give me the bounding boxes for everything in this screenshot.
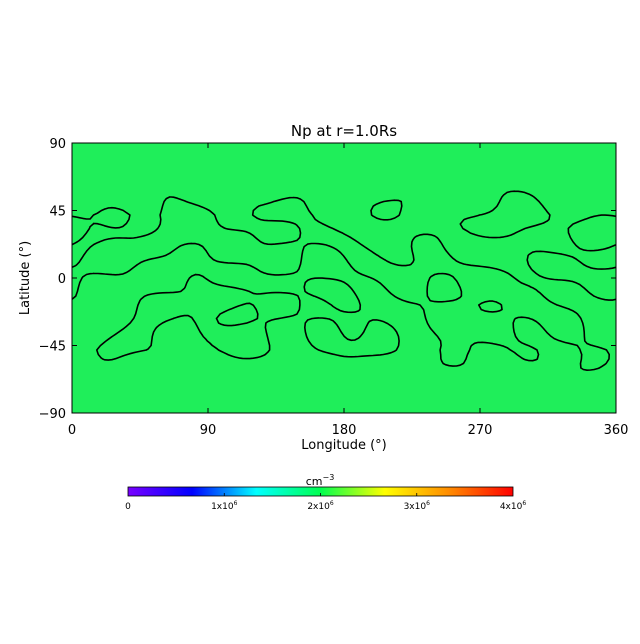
contour-lines	[72, 190, 616, 371]
colorbar-unit-base: cm	[306, 475, 323, 488]
x-tick-label: 270	[468, 423, 493, 438]
y-tick-label: 0	[58, 272, 66, 287]
chart-title: Np at r=1.0Rs	[291, 122, 397, 140]
x-axis-ticks: 0 90 180 270 360	[68, 143, 629, 438]
y-axis-label: Latitude (°)	[18, 241, 33, 315]
x-tick-label: 90	[200, 423, 217, 438]
colorbar-tick-label: 1x106	[211, 500, 238, 512]
map-field	[72, 143, 616, 413]
colorbar-ticks: 0 1x106 2x106 3x106 4x106	[125, 493, 526, 512]
x-tick-label: 180	[332, 423, 357, 438]
contour-line	[72, 190, 616, 371]
y-tick-label: −90	[39, 407, 66, 422]
y-tick-label: 45	[49, 205, 66, 220]
x-tick-label: 360	[604, 423, 629, 438]
y-axis-ticks: −90 −45 0 45 90	[39, 137, 616, 422]
x-axis-label: Longitude (°)	[301, 438, 386, 453]
colorbar-tick-label: 2x106	[307, 500, 334, 512]
colorbar-unit: cm−3	[306, 473, 335, 488]
y-tick-label: −45	[39, 340, 66, 355]
colorbar-tick-label: 4x106	[500, 500, 527, 512]
colorbar-tick-label: 0	[125, 502, 131, 512]
y-tick-label: 90	[49, 137, 66, 152]
colorbar-tick-label: 3x106	[404, 500, 431, 512]
x-tick-label: 0	[68, 423, 76, 438]
colorbar-unit-exponent: −3	[322, 473, 334, 482]
